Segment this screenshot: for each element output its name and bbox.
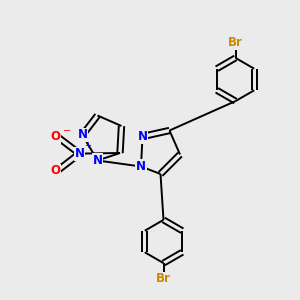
Text: Br: Br <box>156 272 171 285</box>
Text: O: O <box>50 130 61 143</box>
Text: +: + <box>85 141 91 150</box>
Text: N: N <box>137 130 148 143</box>
Text: N: N <box>92 154 103 167</box>
Text: N: N <box>77 128 88 142</box>
Text: N: N <box>74 147 85 160</box>
Text: Br: Br <box>228 36 243 50</box>
Text: N: N <box>136 160 146 173</box>
Text: O: O <box>50 164 61 178</box>
Text: −: − <box>63 126 72 136</box>
